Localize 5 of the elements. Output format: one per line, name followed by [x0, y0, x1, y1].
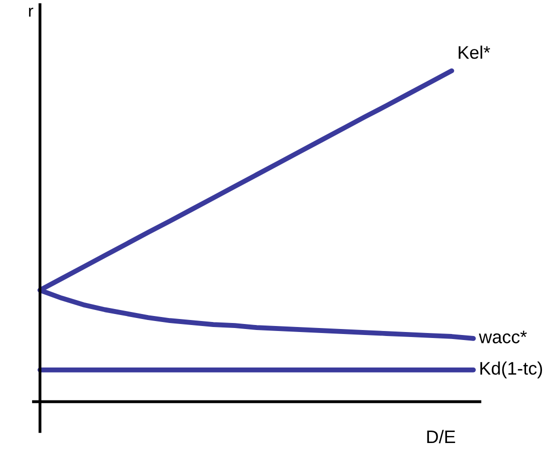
y-axis-title: r — [29, 8, 34, 17]
x-axis-title: D/E — [427, 430, 456, 444]
series-label: wacc* — [478, 330, 527, 344]
series-label: Kd(1-tc) — [480, 361, 542, 378]
series-label: Kel* — [458, 46, 490, 59]
